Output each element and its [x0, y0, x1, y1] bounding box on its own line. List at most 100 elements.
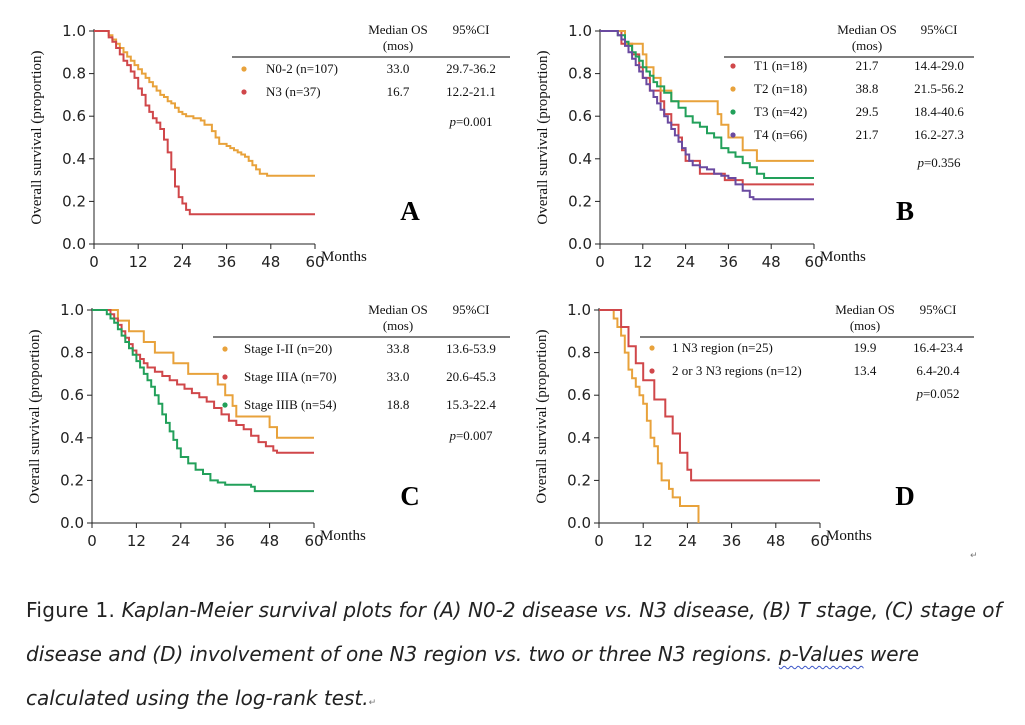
- panel-b-series-line: [600, 30, 814, 201]
- panel-b-legend-label: T4 (n=66): [754, 127, 807, 142]
- panel-d-x-tick-label: 0: [594, 532, 604, 550]
- panel-a-y-tick-label: 0.4: [62, 150, 86, 168]
- panel-c-legend-marker: [222, 374, 228, 380]
- panel-c-p-value: p=0.007: [448, 428, 493, 443]
- panel-c-ci-value: 13.6-53.9: [446, 341, 496, 356]
- panel-c-x-tick-label: 60: [304, 532, 323, 550]
- panel-a-y-tick-label: 0.2: [62, 192, 86, 210]
- panel-c-y-tick-label: 0.8: [60, 344, 84, 362]
- panel-c-y-tick-label: 1.0: [60, 301, 84, 319]
- panel-a-p-value: p=0.001: [448, 114, 492, 129]
- panel-b-y-tick-label: 0.4: [568, 150, 592, 168]
- panel-c-y-tick-label: 0.6: [60, 386, 84, 404]
- panel-d-ci-value: 16.4-23.4: [913, 340, 963, 355]
- panel-c-x-tick-label: 24: [171, 532, 190, 550]
- panel-a-y-tick-label: 0.8: [62, 65, 86, 83]
- panel-c-x-tick-label: 12: [127, 532, 146, 550]
- panel-c-series-line: [92, 309, 314, 439]
- panel-c-legend-label: Stage IIIA (n=70): [244, 369, 337, 384]
- panel-a-legend-label: N0-2 (n=107): [266, 61, 338, 76]
- panel-a-legend-marker: [241, 89, 247, 95]
- panel-a-x-tick-label: 36: [217, 253, 236, 271]
- panel-c-y-tick-label: 0.4: [60, 429, 84, 447]
- panel-b-y-tick-label: 0.8: [568, 65, 592, 83]
- panel-a-x-tick-label: 0: [89, 253, 99, 271]
- panel-a-header-ci: 95%CI: [453, 22, 490, 37]
- panel-a-ci-value: 12.2-21.1: [446, 84, 496, 99]
- panel-b-legend-marker: [730, 132, 736, 138]
- panel-a-median-value: 33.0: [387, 61, 410, 76]
- panel-b-letter: B: [896, 196, 914, 226]
- panel-c-x-tick-label: 36: [216, 532, 235, 550]
- panel-b-x-label: Months: [820, 249, 866, 265]
- panel-b-header-median-unit: (mos): [852, 38, 882, 53]
- panel-b-x-tick-label: 24: [676, 253, 695, 271]
- panel-b-median-value: 21.7: [856, 127, 879, 142]
- panel-a-y-label: Overall survival (proportion): [29, 50, 45, 224]
- panel-d-legend-label: 2 or 3 N3 regions (n=12): [672, 363, 802, 378]
- panel-c-y-label: Overall survival (proportion): [27, 329, 43, 503]
- panel-b-header-ci: 95%CI: [921, 22, 958, 37]
- panel-b-legend-marker: [730, 86, 736, 92]
- caption-return-mark: ↵: [368, 698, 377, 708]
- panel-d-y-tick-label: 0.2: [567, 471, 591, 489]
- panel-c-y-tick-label: 0.0: [60, 514, 84, 532]
- panel-d-x-tick-label: 48: [766, 532, 785, 550]
- panel-d-legend-label: 1 N3 region (n=25): [672, 340, 773, 355]
- return-mark: ↵: [970, 551, 978, 561]
- panel-a-y-tick-label: 0.6: [62, 107, 86, 125]
- panel-b-median-value: 38.8: [856, 81, 879, 96]
- caption-text: Kaplan-Meier survival plots for (A) N0-2…: [26, 598, 1002, 666]
- panel-d-header-median-unit: (mos): [850, 318, 880, 333]
- kaplan-meier-figure: 0.00.20.40.60.81.00 12 24 36 48 60MonthsOvera…: [27, 22, 974, 550]
- panel-c-ci-value: 20.6-45.3: [446, 369, 496, 384]
- panel-c-legend-label: Stage IIIB (n=54): [244, 397, 337, 412]
- panel-a-letter: A: [400, 196, 420, 226]
- panel-d-header-ci: 95%CI: [920, 302, 957, 317]
- panel-b-median-value: 29.5: [856, 104, 879, 119]
- panel-d-ci-value: 6.4-20.4: [916, 363, 960, 378]
- panel-c-x-tick-label: 0: [87, 532, 97, 550]
- panel-a-series-line: [94, 30, 315, 177]
- panel-c-ci-value: 15.3-22.4: [446, 397, 496, 412]
- panel-d-y-label: Overall survival (proportion): [534, 329, 550, 503]
- panel-c-series-line: [92, 309, 314, 493]
- panel-b-legend-marker: [730, 63, 736, 69]
- figure-caption: Figure 1. Kaplan-Meier survival plots fo…: [26, 588, 1016, 725]
- panel-b-legend-label: T2 (n=18): [754, 81, 807, 96]
- panel-d-y-tick-label: 0.0: [567, 514, 591, 532]
- panel-c-letter: C: [400, 481, 420, 511]
- panel-d-y-tick-label: 0.8: [567, 344, 591, 362]
- panel-a-legend-marker: [241, 66, 247, 72]
- panel-d-p-value: p=0.052: [915, 386, 959, 401]
- panel-a-y-tick-label: 0.0: [62, 235, 86, 253]
- panel-b-y-tick-label: 0.2: [568, 192, 592, 210]
- panel-d-x-tick-label: 12: [634, 532, 653, 550]
- panel-c-y-tick-label: 0.2: [60, 471, 84, 489]
- panel-a-x-label: Months: [321, 249, 367, 265]
- panel-d-letter: D: [895, 481, 915, 511]
- panel-d-series-line: [599, 309, 820, 482]
- panel-b-p-value: p=0.356: [916, 155, 961, 170]
- panel-b-y-tick-label: 1.0: [568, 22, 592, 40]
- panel-d-y-tick-label: 1.0: [567, 301, 591, 319]
- panel-c-header-median: Median OS: [368, 302, 428, 317]
- panel-d-y-tick-label: 0.6: [567, 386, 591, 404]
- panel-b-ci-value: 14.4-29.0: [914, 58, 964, 73]
- panel-c-x-tick-label: 48: [260, 532, 279, 550]
- caption-tail: were calculated using the log-rank test.: [26, 642, 920, 710]
- panel-d-median-value: 13.4: [854, 363, 877, 378]
- panel-d-series-line: [599, 309, 700, 523]
- panel-b-ci-value: 21.5-56.2: [914, 81, 964, 96]
- panel-c-median-value: 33.8: [387, 341, 410, 356]
- panel-b-ci-value: 16.2-27.3: [914, 127, 964, 142]
- panel-b-y-tick-label: 0.6: [568, 107, 592, 125]
- panel-c-x-label: Months: [320, 528, 366, 544]
- panel-c-series-line: [92, 309, 314, 454]
- caption-label: Figure 1.: [26, 598, 116, 622]
- panel-b-x-tick-label: 0: [595, 253, 605, 271]
- panel-d-x-label: Months: [826, 528, 872, 544]
- panel-a-median-value: 16.7: [387, 84, 410, 99]
- panel-a-header-median-unit: (mos): [383, 38, 413, 53]
- panel-a-series-line: [94, 30, 315, 216]
